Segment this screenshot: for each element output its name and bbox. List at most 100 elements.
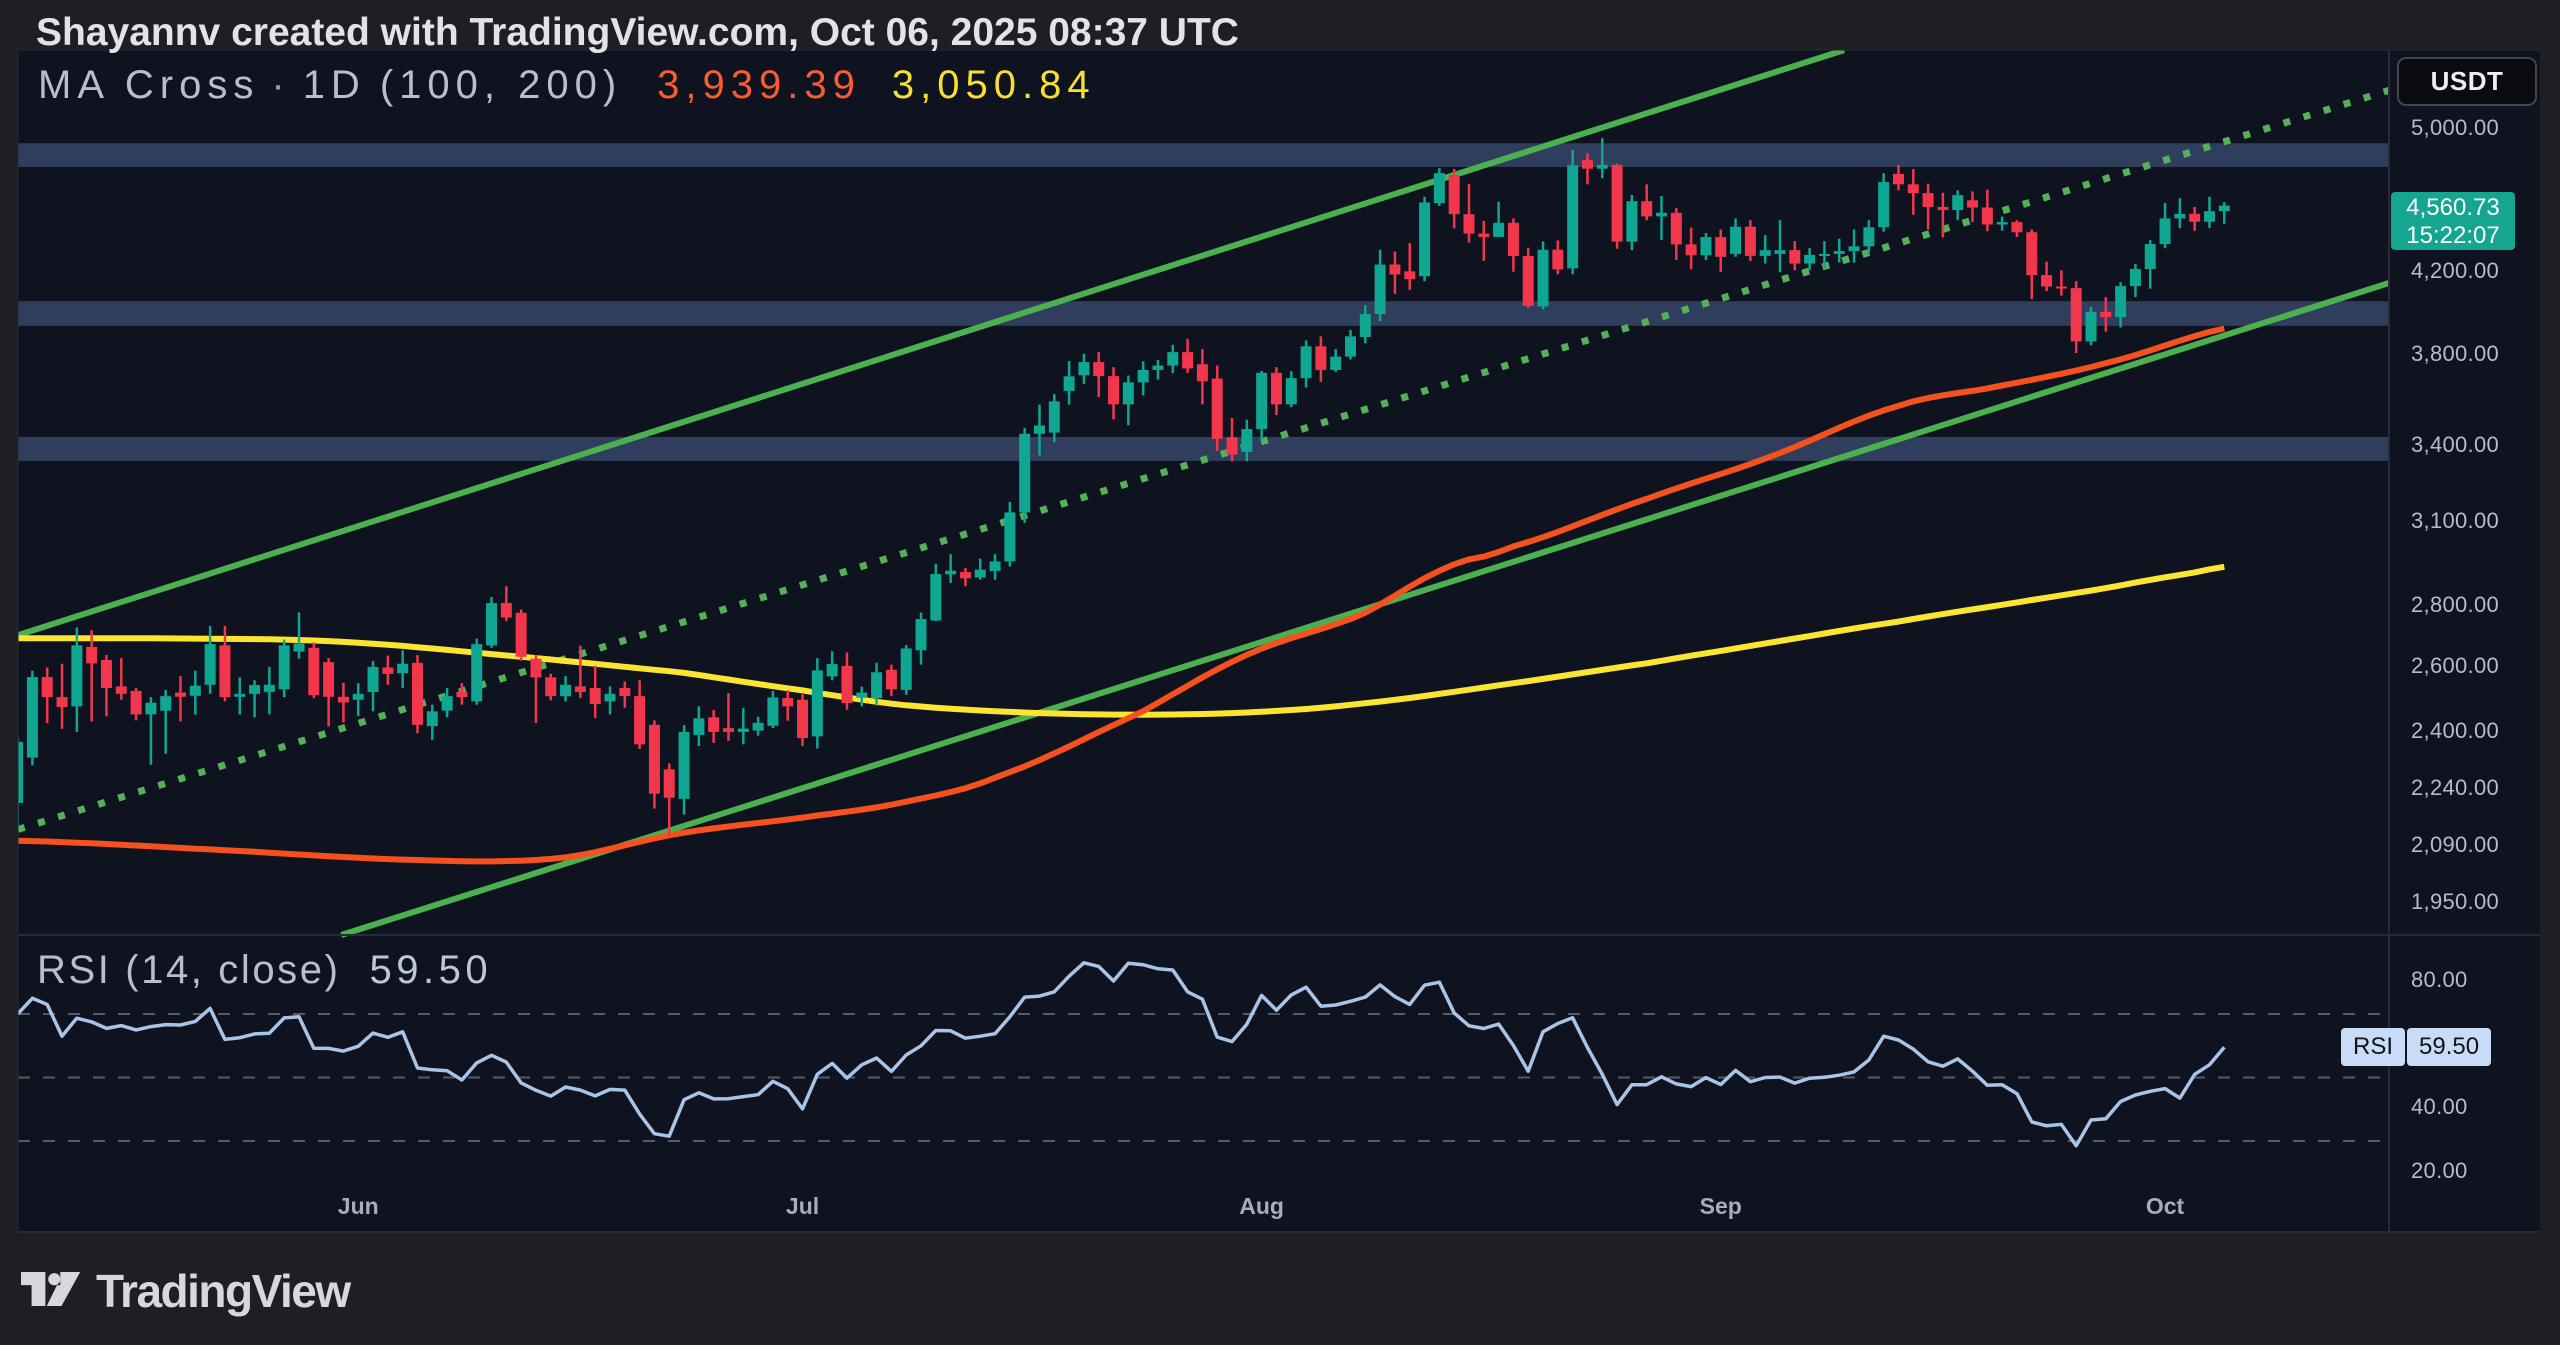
candle-wick	[2178, 198, 2182, 229]
quote-currency-badge[interactable]: USDT	[2397, 57, 2537, 106]
candle-wick	[1408, 243, 1411, 290]
logo-glyph-one	[21, 1272, 46, 1306]
candle-body	[1359, 314, 1371, 337]
candle-body	[678, 731, 690, 799]
candle-body	[1774, 250, 1786, 254]
candle-wick	[342, 682, 345, 723]
month-label-Oct[interactable]: Oct	[2145, 1193, 2185, 1219]
trendline-dotted-mid[interactable]	[18, 87, 2389, 833]
candle-body	[574, 686, 586, 692]
candle-wick	[1497, 201, 1500, 238]
candle-body	[71, 645, 83, 707]
candle-body	[545, 677, 557, 697]
last-price-label: 4,560.73 15:22:07	[2391, 192, 2515, 250]
legend-params: (100, 200)	[379, 63, 623, 107]
candle-body	[41, 677, 53, 698]
supply-demand-zone-1[interactable]	[18, 143, 2389, 167]
last-price-value: 4,560.73	[2406, 194, 2500, 221]
candle-wick	[1837, 238, 1841, 263]
candle-body	[1818, 253, 1830, 256]
candle-body	[1937, 206, 1949, 211]
candle-body	[648, 724, 660, 794]
candle-body	[26, 677, 38, 758]
candle-body	[1611, 164, 1623, 242]
price-tick-3800: 3,800.00	[2411, 340, 2500, 366]
trendline-lower-solid[interactable]	[340, 280, 2389, 938]
candle-body	[1448, 174, 1460, 215]
ma100-line[interactable]	[18, 325, 2225, 865]
candle-wick	[164, 689, 167, 754]
candle-body	[1759, 250, 1771, 256]
candle-body	[1063, 376, 1075, 391]
candle-body	[1567, 165, 1579, 269]
candle-body	[293, 643, 305, 652]
candle-body	[871, 672, 883, 699]
candle-body	[1404, 271, 1416, 280]
candle-wick	[727, 693, 730, 741]
bar-countdown: 15:22:07	[2406, 222, 2500, 249]
attribution-title: Shayannv created with TradingView.com, O…	[36, 11, 1239, 54]
candle-body	[1789, 250, 1801, 264]
candle-body	[1019, 433, 1031, 513]
candle-body	[1744, 226, 1756, 256]
indicator-legend[interactable]: MA Cross · 1D (100, 200) 3,939.39 3,050.84	[38, 63, 1096, 108]
candle-body	[234, 693, 246, 697]
candle-wick	[1601, 138, 1604, 179]
month-label-Aug[interactable]: Aug	[1239, 1193, 1284, 1219]
candle-wick	[1941, 192, 1945, 238]
candle-body	[1685, 244, 1697, 256]
rsi-tick-80: 80.00	[2411, 967, 2468, 993]
candle-body	[1078, 362, 1090, 376]
candle-body	[1004, 512, 1016, 562]
candle-body	[915, 619, 927, 651]
trendline-upper-solid[interactable]	[18, 50, 1845, 639]
candle-body	[1093, 362, 1105, 377]
candle-body	[1507, 222, 1519, 257]
candle-body	[1967, 200, 1979, 208]
logo-glyph-seven	[46, 1272, 81, 1306]
candle-body	[175, 692, 187, 697]
candle-body	[885, 669, 897, 690]
candlestick-series[interactable]	[12, 138, 2230, 836]
candle-body	[752, 722, 764, 731]
candle-body	[115, 686, 127, 694]
candle-body	[441, 696, 453, 711]
candle-body	[2100, 311, 2112, 318]
tradingview-footer[interactable]: TradingView	[21, 1265, 351, 1318]
candle-wick	[60, 663, 64, 729]
candle-body	[2159, 218, 2171, 245]
month-label-Jun[interactable]: Jun	[337, 1193, 379, 1219]
rsi-legend-value: 59.50	[369, 948, 493, 992]
legend-interval: 1D	[302, 63, 366, 107]
candle-wick	[979, 558, 982, 580]
rsi-line[interactable]	[18, 961, 2226, 1148]
candle-body	[308, 647, 320, 696]
price-tick-1950: 1,950.00	[2411, 888, 2500, 914]
plot-area[interactable]	[12, 50, 2389, 1148]
candle-body	[500, 603, 512, 618]
candle-wick	[120, 658, 123, 700]
supply-demand-zone-2[interactable]	[18, 301, 2389, 326]
candle-wick	[1467, 183, 1471, 243]
candle-body	[100, 659, 112, 688]
candle-body	[515, 612, 527, 657]
candle-body	[145, 702, 157, 715]
candle-body	[1493, 222, 1505, 237]
candle-body	[1033, 425, 1045, 434]
month-label-Sep[interactable]: Sep	[1699, 1193, 1742, 1219]
candle-body	[352, 693, 364, 700]
candle-body	[1122, 382, 1134, 405]
month-label-Jul[interactable]: Jul	[785, 1193, 820, 1219]
candle-body	[1552, 249, 1564, 270]
candle-body	[1196, 364, 1208, 382]
candle-body	[841, 665, 853, 704]
candle-body	[219, 645, 231, 698]
rsi-legend[interactable]: RSI (14, close) 59.50	[37, 948, 492, 993]
candle-body	[397, 663, 409, 674]
logo-glyph-dot	[48, 1273, 61, 1286]
candle-body	[930, 574, 942, 621]
ma200-line[interactable]	[18, 563, 2225, 718]
candle-body	[1892, 173, 1904, 185]
candle-body	[589, 687, 601, 705]
